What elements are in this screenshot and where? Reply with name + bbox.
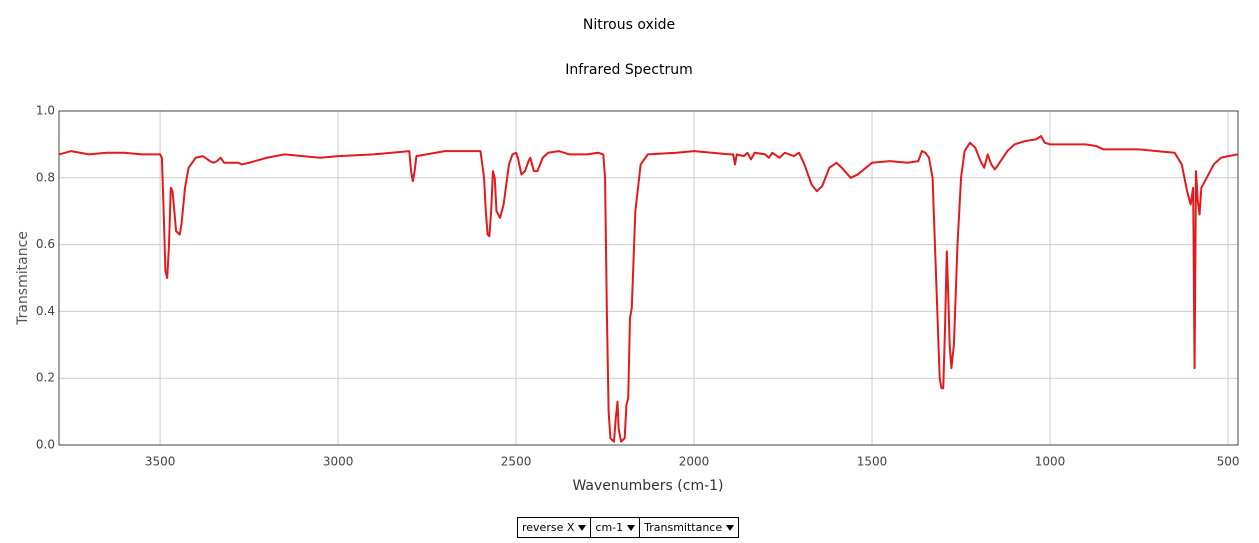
x-tick-label: 3500 bbox=[145, 455, 176, 469]
dropdown[interactable]: Transmittance bbox=[640, 518, 738, 537]
controls: reverse X cm-1 Transmittance bbox=[517, 517, 740, 538]
dropdown[interactable]: cm-1 bbox=[591, 518, 641, 537]
dropdown-arrow[interactable] bbox=[726, 524, 735, 531]
x-axis-label: Wavenumbers (cm-1) bbox=[572, 478, 723, 494]
y-tick-label: 0.6 bbox=[36, 237, 55, 251]
x-tick-label: 2000 bbox=[679, 455, 710, 469]
dropdown[interactable]: reverse X bbox=[518, 518, 592, 537]
dropdown-arrow[interactable] bbox=[578, 524, 587, 531]
x-tick-label: 1500 bbox=[857, 455, 888, 469]
chart: Nitrous oxide Infrared Spectrum Wavenumb… bbox=[15, 17, 1240, 494]
y-axis-label: Transmitance bbox=[15, 231, 31, 326]
dropdown-arrow[interactable] bbox=[627, 524, 636, 531]
x-tick-label: 2500 bbox=[501, 455, 532, 469]
dropdown-label[interactable]: reverse X bbox=[522, 521, 575, 534]
plot-frame bbox=[58, 110, 1239, 446]
y-tick-label: 0.2 bbox=[36, 371, 55, 385]
x-tick-label: 3000 bbox=[323, 455, 354, 469]
spectrum-line bbox=[58, 135, 1239, 443]
chart-title: Nitrous oxide bbox=[583, 17, 675, 33]
dropdown-label[interactable]: cm-1 bbox=[595, 521, 624, 534]
chart-subtitle: Infrared Spectrum bbox=[565, 62, 693, 78]
y-tick-label: 1.0 bbox=[36, 104, 55, 118]
y-tick-label: 0.8 bbox=[36, 170, 55, 184]
x-tick-label: 500 bbox=[1217, 455, 1240, 469]
y-tick-label: 0.4 bbox=[36, 304, 55, 318]
dropdown-label[interactable]: Transmittance bbox=[644, 521, 723, 534]
y-tick-label: 0.0 bbox=[36, 438, 55, 452]
x-tick-label: 1000 bbox=[1035, 455, 1066, 469]
